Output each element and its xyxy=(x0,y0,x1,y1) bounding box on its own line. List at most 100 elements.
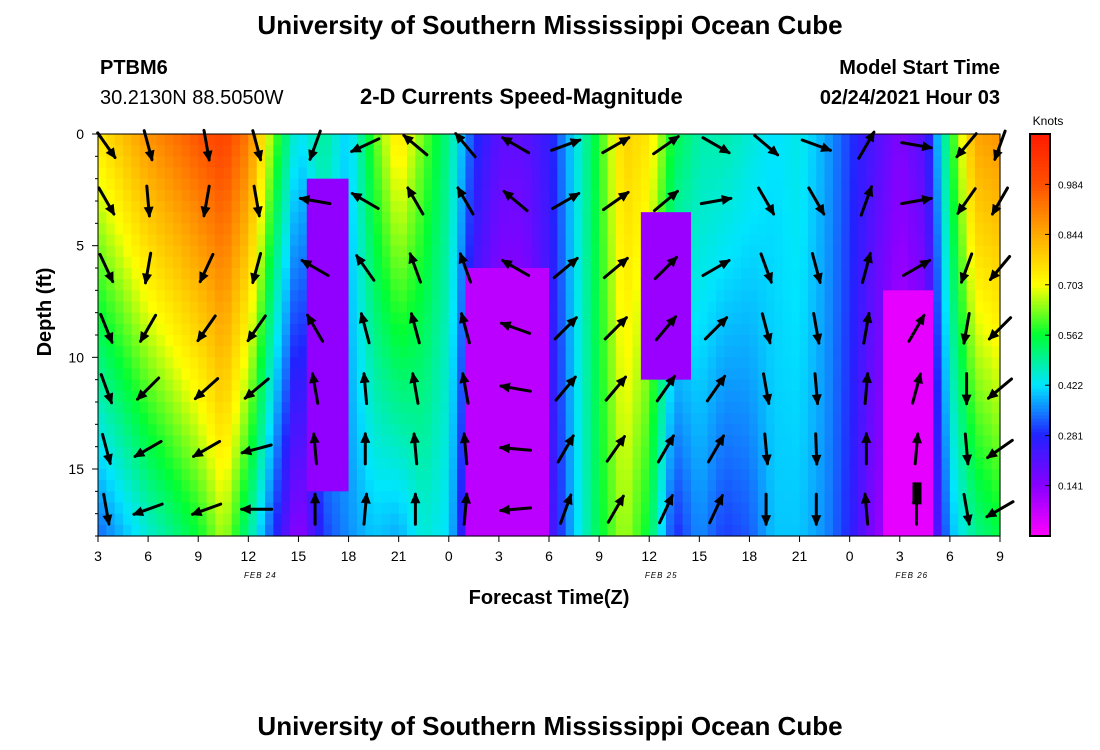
heatmap-cell xyxy=(298,402,308,414)
heatmap-cell xyxy=(532,245,542,258)
heatmap-cell xyxy=(273,357,283,370)
heatmap-cell xyxy=(265,446,274,459)
colorbar-segment xyxy=(1030,321,1050,326)
colorbar-segment xyxy=(1030,328,1050,333)
heatmap-cell xyxy=(214,457,224,470)
heatmap-cell xyxy=(164,368,174,381)
heatmap-cell xyxy=(632,245,642,258)
current-arrow xyxy=(652,189,679,213)
heatmap-cell xyxy=(231,413,241,425)
heatmap-cell xyxy=(974,402,984,414)
heatmap-cell xyxy=(507,323,517,336)
heatmap-cell xyxy=(381,502,391,515)
heatmap-cell xyxy=(549,513,558,526)
heatmap-cell xyxy=(816,234,826,247)
heatmap-cell xyxy=(356,513,366,526)
heatmap-cell xyxy=(123,301,133,314)
heatmap-cell xyxy=(849,134,859,146)
heatmap-cell xyxy=(340,413,350,425)
heatmap-cell xyxy=(448,502,458,515)
heatmap-cell xyxy=(265,390,274,403)
heatmap-cell xyxy=(665,279,675,291)
heatmap-cell xyxy=(482,357,492,370)
heatmap-cell xyxy=(457,446,467,459)
colorbar-segment xyxy=(1030,512,1050,517)
heatmap-cell xyxy=(974,513,984,526)
heatmap-cell xyxy=(799,189,809,202)
heatmap-cell xyxy=(465,245,475,258)
heatmap-cell xyxy=(407,201,416,213)
heatmap-cell xyxy=(323,346,333,358)
heatmap-cell xyxy=(924,301,934,314)
heatmap-cell xyxy=(540,201,550,213)
heatmap-cell xyxy=(841,178,851,191)
heatmap-cell xyxy=(983,446,993,459)
heatmap-cell xyxy=(574,469,584,481)
heatmap-cell xyxy=(757,357,767,370)
heatmap-cell xyxy=(891,223,901,236)
heatmap-cell xyxy=(949,446,959,459)
heatmap-cell xyxy=(323,312,333,325)
heatmap-cell xyxy=(114,368,124,381)
heatmap-cell xyxy=(231,513,241,526)
heatmap-cell xyxy=(565,469,575,481)
heatmap-cell xyxy=(866,223,876,236)
heatmap-cell xyxy=(482,156,492,169)
heatmap-cell xyxy=(732,167,742,180)
colorbar-segment xyxy=(1030,425,1050,430)
heatmap-cell xyxy=(373,469,383,481)
heatmap-cell xyxy=(824,357,834,370)
heatmap-cell xyxy=(98,513,107,526)
heatmap-cell xyxy=(799,301,809,314)
colorbar-segment xyxy=(1030,254,1050,259)
heatmap-cell xyxy=(590,134,600,146)
heatmap-cell xyxy=(941,424,951,437)
colorbar-segment xyxy=(1030,237,1050,242)
heatmap-cell xyxy=(148,402,158,414)
heatmap-cell xyxy=(398,145,408,157)
heatmap-cell xyxy=(273,457,283,470)
heatmap-cell xyxy=(457,201,467,213)
heatmap-cell xyxy=(498,234,508,247)
heatmap-cell xyxy=(699,178,709,191)
heatmap-cell xyxy=(549,178,558,191)
heatmap-cell xyxy=(832,379,842,392)
heatmap-cell xyxy=(615,212,625,224)
heatmap-cell xyxy=(858,323,867,336)
heatmap-cell xyxy=(106,312,116,325)
heatmap-cell xyxy=(883,301,893,314)
heatmap-cell xyxy=(632,390,642,403)
heatmap-cell xyxy=(632,368,642,381)
heatmap-cell xyxy=(565,457,575,470)
heatmap-cell xyxy=(549,134,558,146)
heatmap-cell xyxy=(599,502,609,515)
heatmap-cell xyxy=(874,346,884,358)
heatmap-cell xyxy=(874,379,884,392)
heatmap-cell xyxy=(565,268,575,280)
heatmap-cell xyxy=(883,223,893,236)
heatmap-cell xyxy=(265,435,274,448)
heatmap-cell xyxy=(549,323,558,336)
heatmap-cell xyxy=(966,323,976,336)
heatmap-cell xyxy=(315,357,325,370)
current-arrow xyxy=(900,195,934,206)
heatmap-cell xyxy=(206,390,216,403)
heatmap-cell xyxy=(732,223,742,236)
heatmap-cell xyxy=(248,457,258,470)
heatmap-cell xyxy=(640,268,650,280)
heatmap-cell xyxy=(390,357,400,370)
heatmap-cell xyxy=(365,234,375,247)
heatmap-cell xyxy=(390,413,400,425)
heatmap-cell xyxy=(223,446,233,459)
heatmap-cell xyxy=(365,245,375,258)
heatmap-cell xyxy=(757,212,767,224)
heatmap-cell xyxy=(707,223,717,236)
heatmap-cell xyxy=(423,312,433,325)
heatmap-cell xyxy=(315,189,325,202)
heatmap-cell xyxy=(498,279,508,291)
heatmap-cell xyxy=(523,178,533,191)
heatmap-cell xyxy=(590,268,600,280)
heatmap-cell xyxy=(407,390,416,403)
heatmap-cell xyxy=(816,178,826,191)
heatmap-cell xyxy=(281,145,291,157)
